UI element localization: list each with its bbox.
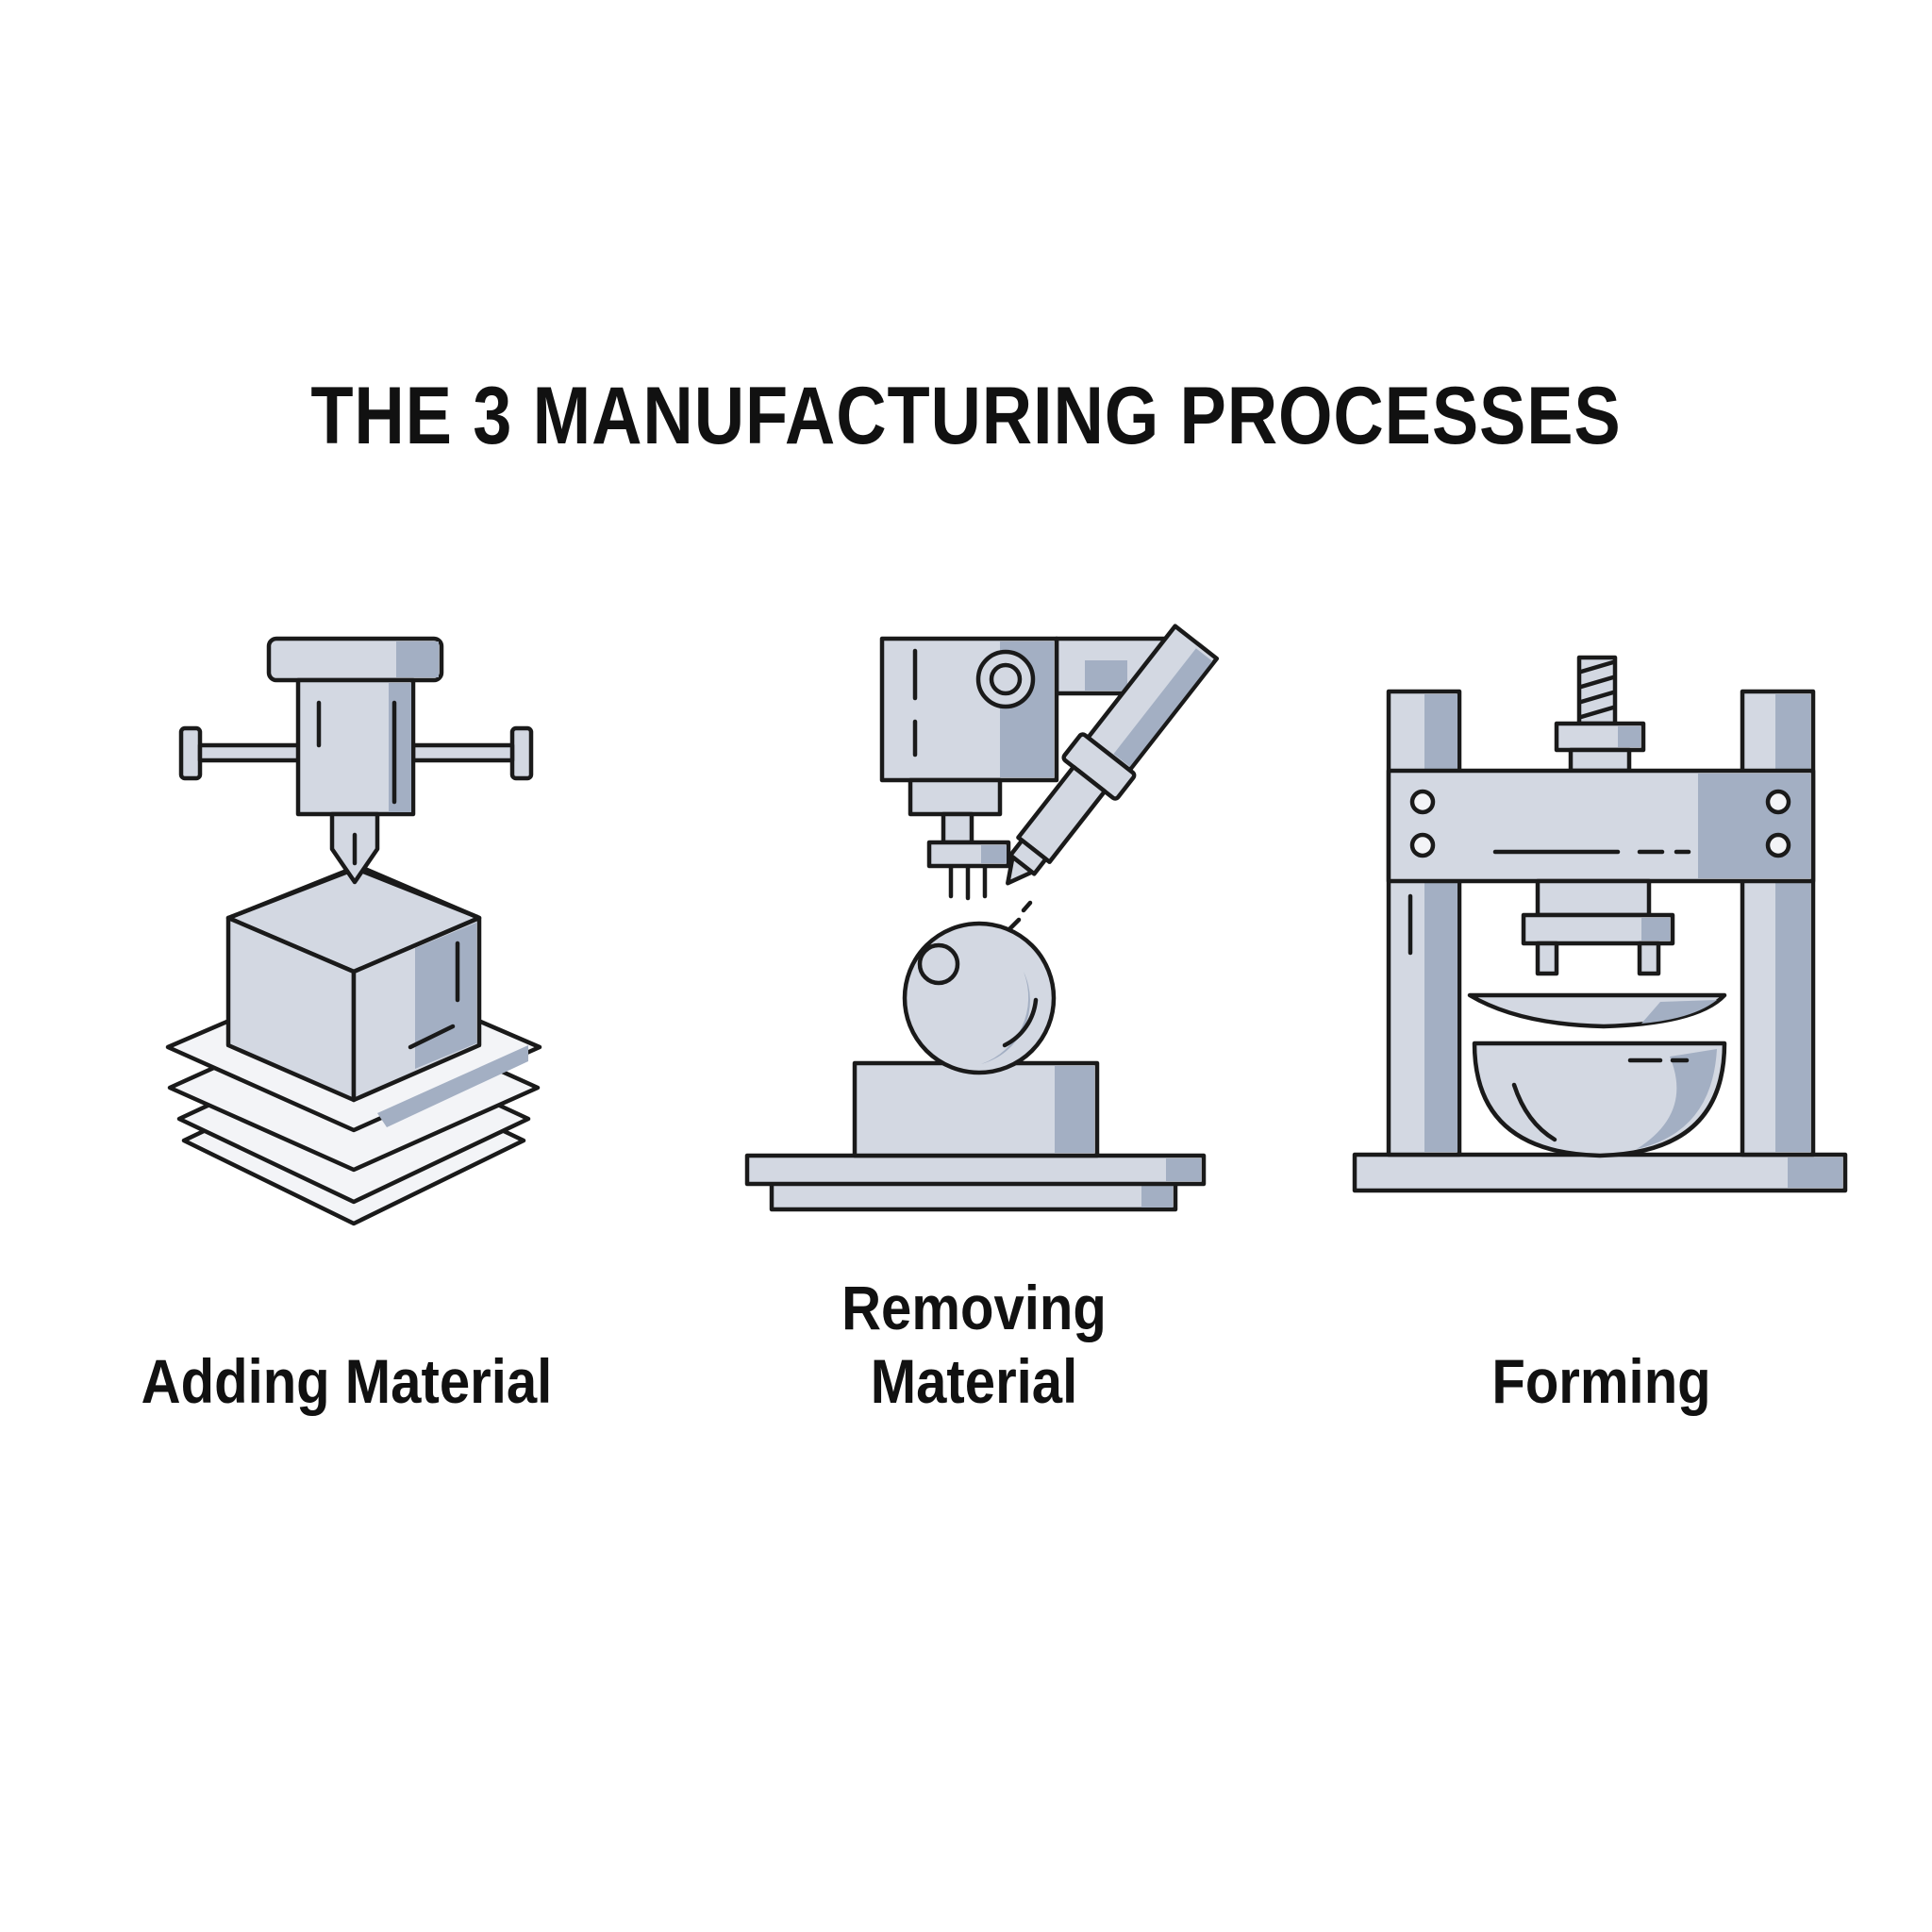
process-label-adding-line: Adding Material	[141, 1346, 553, 1416]
process-label-removing: Removing Material	[764, 1271, 1183, 1418]
process-label-removing-line-2: Material	[870, 1346, 1078, 1416]
page-title: THE 3 MANUFACTURING PROCESSES	[310, 371, 1622, 461]
hydraulic-press-icon	[1352, 655, 1848, 1193]
3d-printer-icon	[165, 636, 542, 1226]
process-label-forming-line: Forming	[1491, 1346, 1711, 1416]
process-label-adding: Adding Material	[121, 1344, 574, 1418]
process-label-forming: Forming	[1391, 1344, 1810, 1418]
milling-machine-icon	[744, 624, 1220, 1212]
process-label-removing-line-1: Removing	[841, 1273, 1107, 1342]
